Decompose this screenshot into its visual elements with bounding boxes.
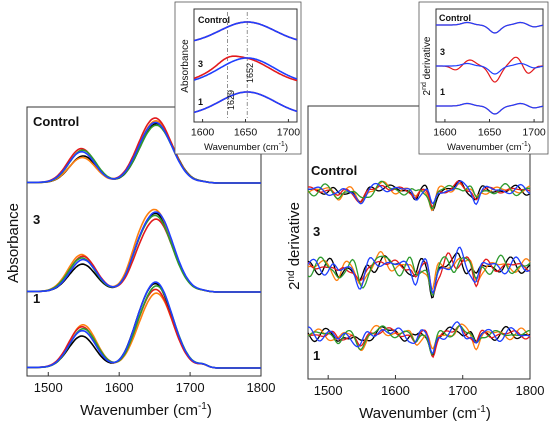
x-tick-label: 1700 [176,380,205,395]
second-derivative-inset-background [418,1,549,155]
absorbance-main-series-line [27,121,261,184]
second-derivative-inset-x-axis-label: Wavenumber (cm-1) [447,141,531,153]
absorbance-inset-ref-label-1652: 1652 [245,63,255,83]
second-derivative-inset-series [436,21,544,115]
absorbance-main-series-line [27,281,261,369]
absorbance-inset-x-ticks: 1600 1650 1700 [191,119,300,139]
absorbance-main-y-axis-label: Absorbance [5,203,22,283]
absorbance-main-chart: 1500 1600 1700 1800 Control 3 1 Wavenumber … [5,106,276,419]
x-tick-label: 1650 [234,127,258,139]
x-tick-label: 1600 [105,380,134,395]
x-tick-label: 1650 [478,127,502,139]
second-derivative-main-panel-label-1: 1 [313,348,320,363]
x-tick-label: 1600 [433,127,457,139]
absorbance-main-x-axis-label: Wavenumber (cm-1) [80,401,212,419]
second-derivative-inset-chart: 1600 1650 1700 Control 3 1 Wavenumber (cm-… [418,1,549,155]
absorbance-inset-series-line [193,91,298,114]
absorbance-main-series-line [27,211,261,293]
second-derivative-main-series-line [307,325,531,359]
absorbance-inset-x-axis-label: Wavenumber (cm-1) [204,141,288,153]
x-tick-label: 1800 [516,383,545,398]
absorbance-inset-panel-label-3: 3 [198,59,203,69]
x-tick-label: 1600 [381,383,410,398]
second-derivative-inset-series-line [436,102,544,115]
second-derivative-inset-panel-label-control: Control [439,13,471,23]
second-derivative-inset-x-ticks: 1600 1650 1700 [433,119,546,139]
absorbance-main-panel-label-1: 1 [33,291,40,306]
x-tick-label: 1700 [277,127,301,139]
second-derivative-main-series-line [307,180,531,210]
second-derivative-main-x-axis-label: Wavenumber (cm-1) [359,404,491,422]
second-derivative-main-series-line [307,321,531,354]
second-derivative-main-series-line [307,246,531,295]
absorbance-main-frame [26,106,262,377]
second-derivative-inset-panel-label-3: 3 [440,47,445,57]
absorbance-inset-series [193,21,298,114]
second-derivative-inset-panel-label-1: 1 [440,87,445,97]
second-derivative-main-series-line [307,252,531,299]
second-derivative-inset-series-line [436,62,544,75]
second-derivative-inset-series-line [436,21,544,34]
absorbance-inset-chart: 1600 1650 1700 Control 3 1 1629 1652 Waven… [174,1,302,155]
x-tick-label: 1700 [522,127,546,139]
second-derivative-inset-y-axis-label: 2nd derivative [421,36,433,95]
absorbance-main-x-ticks: 1500 1600 1700 1800 [34,372,276,395]
absorbance-inset-series-line [193,57,298,81]
absorbance-main-panel-label-3: 3 [33,212,40,227]
x-tick-label: 1700 [448,383,477,398]
x-tick-label: 1500 [34,380,63,395]
absorbance-main-series [27,117,261,369]
absorbance-main-panel-label-control: Control [33,114,79,129]
absorbance-inset-panel-label-1: 1 [198,97,203,107]
absorbance-inset-series-line [193,21,298,42]
second-derivative-inset-series-line [436,56,543,83]
second-derivative-main-chart: 1500 1600 1700 1800 Control 3 1 Wavenumber … [286,105,545,422]
second-derivative-main-panel-label-control: Control [311,163,357,178]
x-tick-label: 1500 [314,383,343,398]
second-derivative-main-series-line [307,180,531,206]
absorbance-inset-ref-label-1629: 1629 [226,90,236,110]
x-tick-label: 1800 [247,380,276,395]
second-derivative-main-y-axis-label: 2nd derivative [286,202,303,290]
absorbance-inset-reference-lines [227,12,248,120]
absorbance-inset-y-axis-label: Absorbance [180,39,191,93]
second-derivative-main-panel-label-3: 3 [313,224,320,239]
x-tick-label: 1600 [191,127,215,139]
absorbance-inset-panel-label-control: Control [198,15,230,25]
second-derivative-main-series [307,180,531,359]
second-derivative-main-x-ticks: 1500 1600 1700 1800 [314,375,545,398]
